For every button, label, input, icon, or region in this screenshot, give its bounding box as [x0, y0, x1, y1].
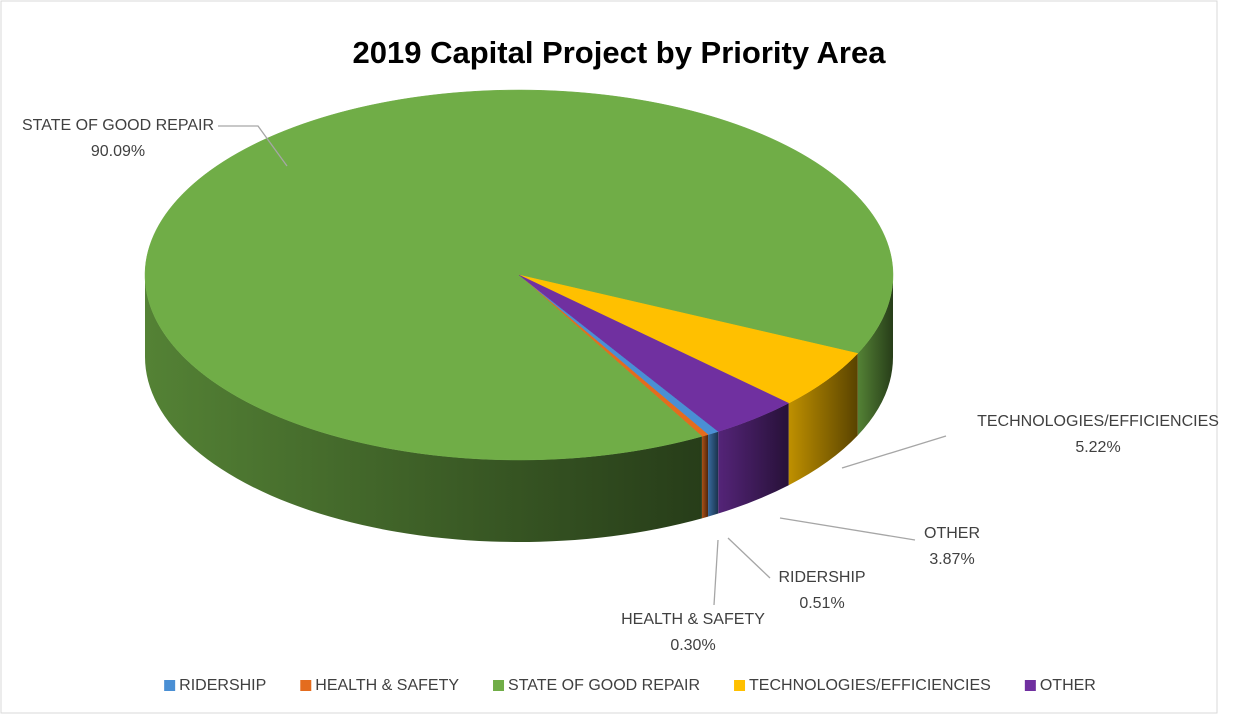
pie	[144, 89, 894, 543]
leader-line	[218, 125, 288, 167]
slice	[518, 274, 790, 432]
slice-side	[701, 434, 709, 519]
legend-label: RIDERSHIP	[179, 677, 266, 694]
leader-line	[841, 435, 947, 469]
legend-swatch	[164, 680, 176, 691]
data-label-name: HEALTH & SAFETY	[621, 611, 765, 628]
leader-line	[779, 517, 916, 541]
slice-side	[788, 353, 858, 486]
legend-swatch	[493, 680, 505, 691]
data-label-value: 3.87%	[929, 551, 974, 568]
data-label-value: 0.30%	[670, 637, 715, 654]
slice-side	[718, 403, 789, 514]
data-label-name: TECHNOLOGIES/EFFICIENCIES	[977, 413, 1219, 430]
legend: RIDERSHIP HEALTH & SAFETY STATE OF GOOD RE…	[164, 677, 1096, 694]
legend-label: TECHNOLOGIES/EFFICIENCIES	[749, 677, 991, 694]
data-label-name: OTHER	[924, 525, 980, 542]
data-labels: RIDERSHIP 0.51% HEALTH & SAFETY 0.30% STATE …	[22, 117, 1219, 654]
data-label-value: 0.51%	[799, 595, 844, 612]
data-label-name: STATE OF GOOD REPAIR	[22, 117, 214, 134]
data-label-name: RIDERSHIP	[778, 569, 865, 586]
slice-side	[145, 275, 702, 543]
legend-label: OTHER	[1040, 677, 1096, 694]
leader-line	[713, 539, 719, 606]
leader-line	[727, 537, 771, 579]
legend-swatch	[734, 680, 746, 691]
data-label-value: 5.22%	[1075, 439, 1120, 456]
chart-title: 2019 Capital Project by Priority Area	[353, 35, 887, 70]
legend-swatch	[300, 680, 312, 691]
legend-label: HEALTH & SAFETY	[315, 677, 459, 694]
data-label-value: 90.09%	[91, 143, 145, 160]
legend-label: STATE OF GOOD REPAIR	[508, 677, 700, 694]
legend-swatch	[1024, 680, 1036, 691]
slice-side	[708, 431, 719, 517]
